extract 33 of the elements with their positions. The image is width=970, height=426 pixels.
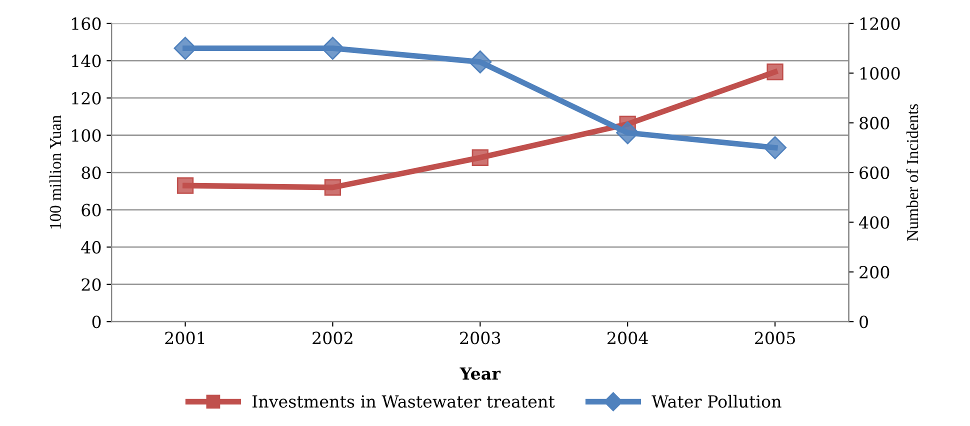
x-tick-label: 2004: [608, 332, 648, 344]
x-axis-title: Year: [460, 367, 501, 380]
y-axis-title: 100 million Yuan: [49, 115, 62, 229]
y2-tick-label: 600: [860, 166, 890, 180]
point: [764, 136, 787, 160]
y2-tick-label: 800: [860, 116, 890, 130]
y-tick-label: 0: [92, 316, 101, 328]
x-tick-label: 2005: [754, 332, 795, 344]
point: [472, 149, 488, 166]
point: [324, 179, 342, 196]
y-tick-label: 100: [72, 129, 101, 142]
y-tick-label: 120: [72, 92, 101, 105]
y-tick-label: 80: [82, 166, 101, 180]
legend-label: Water Pollution: [652, 394, 782, 408]
x-tick-label: 2001: [165, 332, 204, 344]
y2-tick-label: 200: [860, 266, 890, 278]
x-tick-label: 2002: [312, 332, 352, 344]
point: [766, 64, 784, 80]
y-tick-label: 60: [82, 204, 101, 216]
y2-tick-label: 1200: [860, 17, 900, 30]
x-tick-label: 2003: [460, 332, 500, 344]
y2-tick-label: 400: [858, 216, 890, 229]
point: [468, 50, 492, 74]
y-tick-label: 20: [82, 278, 101, 291]
y2-tick-label: 1000: [860, 67, 900, 80]
y-tick-label: 160: [72, 17, 101, 30]
y2-axis-title: Number of Incidents: [906, 104, 918, 242]
y-tick-label: 140: [72, 54, 101, 68]
point: [616, 121, 640, 144]
y2-tick-label: 0: [860, 316, 868, 328]
y-tick-label: 40: [81, 241, 101, 254]
point: [176, 177, 194, 194]
legend-label: Investments in Wastewater treatent: [252, 395, 555, 408]
